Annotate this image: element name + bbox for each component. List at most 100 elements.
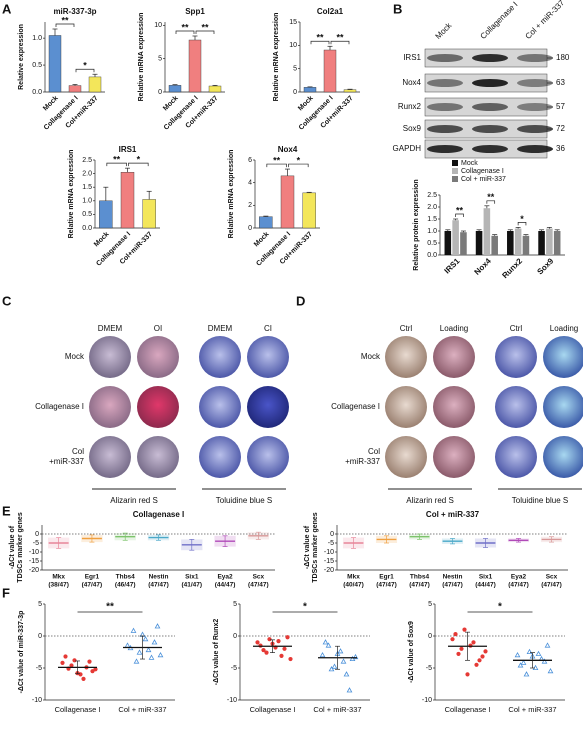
- y-tick-label: 0: [248, 225, 252, 232]
- x-tick-sublabel: (40/47): [343, 582, 364, 589]
- y-tick-label: -10: [32, 697, 42, 704]
- data-point: [462, 627, 467, 632]
- y-axis-label: -ΔCt value of Sox9: [408, 621, 415, 683]
- y-tick-label: 0: [158, 89, 162, 96]
- y-tick-label: -20: [324, 567, 334, 574]
- blot-protein-label: Runx2: [398, 102, 422, 111]
- x-tick-label: Egr1: [85, 574, 100, 581]
- x-tick-label: Collagenase I: [55, 705, 101, 714]
- x-tick-label: Col + miR-337: [118, 705, 166, 714]
- data-point: [322, 639, 329, 645]
- blot-band: [427, 54, 463, 62]
- y-tick-label: 0: [293, 89, 297, 96]
- data-point: [328, 666, 335, 672]
- data-point: [450, 637, 455, 642]
- data-point: [279, 653, 284, 658]
- x-tick-label: Mock: [162, 95, 180, 113]
- chart-title: Col2a1: [317, 7, 344, 16]
- significance-bracket: [175, 30, 195, 34]
- data-point: [319, 651, 326, 658]
- data-point: [60, 660, 65, 665]
- bar: [452, 220, 459, 255]
- data-point: [520, 659, 527, 665]
- x-tick-label: Nestin: [149, 574, 169, 581]
- y-tick-label: -10: [29, 549, 39, 556]
- stain-well: [543, 436, 583, 478]
- x-tick-label: Six1: [479, 574, 493, 581]
- y-tick-label: 10: [289, 42, 297, 49]
- significance-label: **: [113, 155, 121, 165]
- y-tick-label: -5: [36, 665, 42, 672]
- y-tick-label: 0.0: [427, 252, 437, 259]
- y-tick-label: -10: [227, 697, 237, 704]
- x-tick-label: Thbs4: [116, 574, 136, 581]
- chart-title: IRS1: [119, 145, 137, 154]
- stain-label: Toluidine blue S: [512, 496, 568, 505]
- x-tick-sublabel: (47/47): [541, 582, 562, 589]
- data-point: [142, 635, 149, 642]
- data-point: [331, 663, 338, 669]
- x-tick-sublabel: (47/47): [82, 582, 103, 589]
- y-axis-label: Relative protein expression: [413, 179, 420, 270]
- significance-bracket: [288, 163, 309, 168]
- x-tick-label: Sox9: [535, 256, 555, 276]
- data-point: [130, 627, 137, 633]
- row-label: Col: [72, 447, 84, 456]
- x-tick-label: Egr1: [379, 574, 394, 581]
- legend-label: Collagenase I: [461, 168, 504, 175]
- data-point: [465, 672, 470, 677]
- x-tick-sublabel: (47/47): [442, 582, 463, 589]
- data-point: [340, 658, 347, 664]
- stain-well: [385, 386, 427, 428]
- data-point: [93, 667, 98, 672]
- significance-bracket: [106, 162, 127, 167]
- data-point: [81, 676, 86, 681]
- significance-bracket: [330, 40, 350, 45]
- column-label: CI: [264, 324, 272, 333]
- row-label: +miR-337: [49, 457, 84, 466]
- blot-band: [472, 125, 508, 133]
- row-label: Mock: [65, 352, 85, 361]
- y-tick-label: 5: [38, 601, 42, 608]
- data-point: [526, 648, 533, 654]
- y-tick-label: 5: [428, 601, 432, 608]
- stain-well: [247, 386, 289, 428]
- column-label: Loading: [550, 324, 578, 333]
- data-point: [285, 635, 290, 640]
- data-point: [514, 651, 521, 658]
- panel-label: B: [393, 1, 402, 16]
- significance-bracket: [455, 213, 464, 217]
- x-tick-label: Col + miR-337: [313, 705, 361, 714]
- legend-label: Col + miR-337: [461, 176, 506, 183]
- data-point: [544, 642, 551, 648]
- blot-band: [472, 54, 508, 62]
- stain-well: [385, 436, 427, 478]
- data-point: [523, 671, 530, 677]
- significance-label: *: [297, 155, 301, 165]
- legend-swatch: [452, 176, 458, 182]
- x-tick-label: Six1: [185, 574, 199, 581]
- x-tick-label: Collagenase I: [250, 705, 296, 714]
- y-tick-label: -5: [328, 540, 334, 547]
- bar: [280, 175, 295, 229]
- x-tick-label: Mock: [297, 95, 315, 113]
- y-tick-label: 1.0: [32, 35, 42, 42]
- data-point: [282, 646, 287, 651]
- significance-label: **: [487, 192, 495, 202]
- significance-label: **: [181, 22, 189, 32]
- y-tick-label: 0: [38, 633, 42, 640]
- x-tick-label: IRS1: [443, 256, 462, 275]
- data-point: [535, 650, 542, 656]
- data-point: [343, 671, 350, 677]
- data-point: [151, 639, 158, 645]
- bar: [188, 39, 202, 93]
- stain-label: Toluidine blue S: [216, 496, 272, 505]
- stain-well: [199, 436, 241, 478]
- blot-band: [517, 103, 553, 111]
- stain-well: [137, 386, 179, 428]
- stain-well: [89, 436, 131, 478]
- legend-swatch: [452, 168, 458, 174]
- y-axis-label: Relative mRNA expression: [68, 150, 75, 239]
- stain-well: [247, 336, 289, 378]
- row-label: Collagenase I: [331, 402, 380, 411]
